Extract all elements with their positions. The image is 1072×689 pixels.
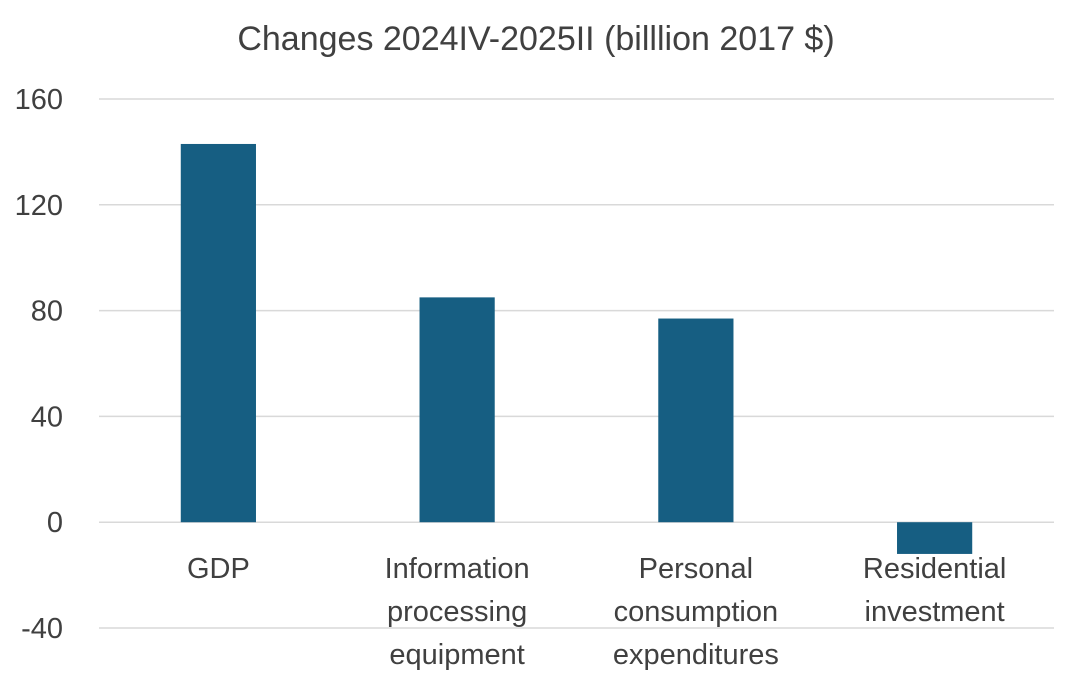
y-tick-label: 40 — [31, 401, 63, 433]
x-category-label-line: expenditures — [613, 639, 779, 671]
x-category-label-line: consumption — [614, 596, 778, 628]
gridlines — [99, 98, 1054, 629]
x-category-label-line: equipment — [389, 639, 524, 671]
y-tick-label: -40 — [21, 613, 63, 645]
x-category-label: Residential investment — [863, 553, 1006, 628]
x-category-label-line: Personal — [639, 553, 753, 585]
y-tick-label: 120 — [15, 190, 63, 222]
x-category-label-line: GDP — [187, 553, 250, 585]
x-category-label-line: processing — [387, 596, 527, 628]
x-category-label-line: Residential — [863, 553, 1006, 585]
x-axis-labels: GDP Information processing equipment Persona… — [187, 553, 1006, 671]
x-category-label: Information processing equipment — [385, 553, 530, 671]
y-tick-label: 80 — [31, 296, 63, 328]
bar-gdp — [180, 143, 256, 523]
x-category-label: Personal consumption expenditures — [613, 553, 779, 671]
y-tick-label: 160 — [15, 84, 63, 116]
bar-personal-consumption-expenditures — [658, 318, 734, 523]
bar-residential-investment — [897, 522, 973, 554]
bar-information-processing-equipment — [419, 297, 495, 523]
x-category-label-line: investment — [865, 596, 1005, 628]
y-axis-ticks: 160 120 80 40 0 -40 — [15, 84, 63, 645]
chart-title: Changes 2024IV-2025II (billlion 2017 $) — [237, 20, 834, 58]
bars — [180, 143, 973, 554]
x-category-label: GDP — [187, 553, 250, 585]
y-tick-label: 0 — [47, 507, 63, 539]
x-category-label-line: Information — [385, 553, 530, 585]
